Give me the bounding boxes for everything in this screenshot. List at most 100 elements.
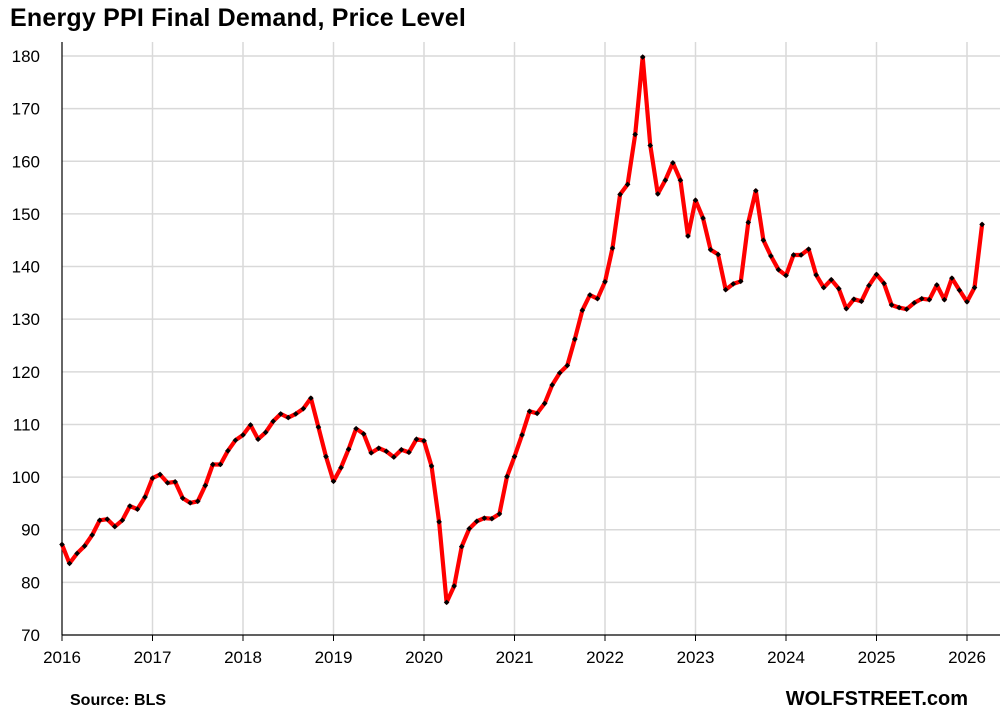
data-point [277,411,284,417]
data-point [262,429,269,436]
data-point [866,282,872,289]
data-point [783,272,789,279]
data-point [308,395,314,401]
data-point [813,272,819,278]
y-tick-label: 110 [13,415,40,434]
x-tick-label: 2021 [496,648,534,667]
data-point [896,304,902,311]
y-tick-label: 160 [12,152,40,171]
data-point [971,284,978,291]
data-point [81,543,88,549]
data-point [647,142,654,149]
data-point [715,251,721,258]
data-point [541,400,548,407]
x-tick-labels: 2016 2017 2018 2019 2020 2021 2022 2023 2024 2025… [43,648,986,667]
data-point [624,181,631,188]
data-point [360,431,367,437]
data-point [911,300,918,306]
data-point [979,221,985,228]
data-point [300,405,307,412]
y-tick-label: 70 [21,626,40,645]
source-note: Source: BLS [70,692,167,709]
data-point [941,296,948,303]
data-point [670,160,676,166]
y-tick-label: 140 [12,258,40,277]
data-point [489,515,495,522]
data-point [194,498,201,505]
data-point [375,445,382,451]
x-tick-label: 2022 [586,648,624,667]
data-point [594,295,601,302]
data-point [918,295,925,302]
data-point [255,436,261,442]
data-point [164,480,171,486]
series-markers [59,54,985,606]
y-tick-label: 180 [12,47,40,66]
data-point [798,252,804,258]
x-tick-label: 2024 [767,648,805,667]
data-point [654,191,661,197]
data-point [526,408,533,415]
x-tick-label: 2019 [315,648,353,667]
y-tick-label: 120 [12,363,40,382]
data-point [443,599,450,606]
data-point [934,282,940,288]
data-point [225,447,231,454]
gridlines [62,42,1000,635]
data-point [639,54,646,60]
x-tick-label: 2023 [677,648,715,667]
data-point [579,307,586,314]
data-point [466,525,473,532]
data-point [96,517,103,524]
data-point [677,177,684,184]
data-point [504,473,510,480]
data-point [345,446,352,452]
y-tick-label: 80 [21,573,40,592]
data-point [406,449,412,456]
data-point [202,482,209,489]
data-point [66,560,73,567]
data-point [134,506,141,512]
x-tick-label: 2026 [948,648,986,667]
data-point [496,511,503,517]
data-point [519,432,525,438]
series-line [59,54,985,605]
y-tick-label: 100 [12,468,40,487]
data-point [775,266,782,273]
data-point [768,253,774,259]
data-point [685,233,691,239]
y-tick-label: 90 [21,521,40,540]
data-point [753,187,759,194]
data-point [707,246,714,253]
data-point [730,281,737,287]
data-point [745,219,752,226]
data-point [956,287,963,294]
data-point [210,461,216,468]
x-tick-label: 2020 [405,648,443,667]
data-point [828,276,835,283]
data-point [473,518,480,525]
data-point [881,280,887,287]
data-point [179,495,186,501]
data-point [564,362,571,369]
data-point [368,450,375,456]
data-point [632,131,638,138]
data-point [285,414,292,421]
data-point [187,500,194,506]
data-point [217,461,224,468]
data-point [142,494,148,500]
data-point [587,292,593,298]
y-tick-label: 170 [12,100,40,119]
data-point [330,478,337,485]
y-tick-labels: 70 80 90 100 110 120 130 140 150 160 170 180 [12,47,40,645]
data-point [421,437,427,444]
data-point [692,197,699,204]
data-point [511,453,518,460]
data-point [662,177,669,184]
data-point [843,305,850,312]
data-point [760,237,767,244]
data-point [451,583,457,589]
data-point [835,285,842,292]
data-point [353,425,359,432]
